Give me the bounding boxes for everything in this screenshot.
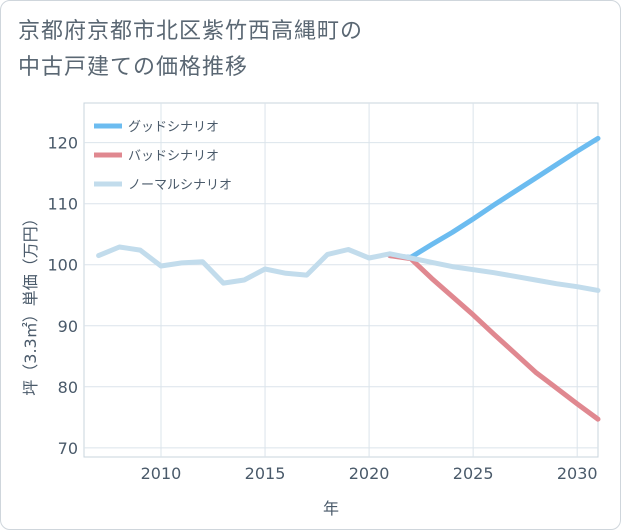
legend-label-1: バッドシナリオ (128, 149, 219, 164)
x-tick-label-2020: 2020 (349, 464, 390, 483)
series-line-0 (387, 135, 601, 260)
grid-lines (84, 103, 598, 457)
y-tick-label-100: 100 (47, 256, 78, 275)
x-tick-label-2030: 2030 (557, 464, 598, 483)
x-tick-label-2015: 2015 (245, 464, 286, 483)
chart-title-line2: 中古戸建ての価格推移 (18, 55, 249, 80)
plot-area (83, 102, 599, 458)
legend-label-2: ノーマルシナリオ (128, 178, 232, 193)
x-tick-labels: 2010 2015 2020 2025 2030 (141, 464, 598, 483)
y-tick-label-70: 70 (58, 439, 78, 458)
y-tick-label-80: 80 (58, 378, 78, 397)
series-line-1 (387, 253, 601, 422)
chart-title-line1: 京都府京都市北区紫竹西高縄町の (18, 19, 364, 44)
legend-label-0: グッドシナリオ (128, 120, 219, 135)
y-tick-labels: 70 80 90 100 110 120 (47, 134, 78, 458)
y-tick-label-120: 120 (47, 134, 78, 153)
series-line-2 (96, 244, 601, 293)
y-axis-title: 坪（3.3㎡）単価（万円） (21, 210, 40, 395)
y-tick-label-90: 90 (58, 317, 78, 336)
x-tick-label-2010: 2010 (141, 464, 182, 483)
series-lines (96, 135, 601, 422)
x-tick-label-2025: 2025 (453, 464, 494, 483)
y-tick-label-110: 110 (47, 195, 78, 214)
chart-title: 京都府京都市北区紫竹西高縄町の 中古戸建ての価格推移 (18, 14, 363, 86)
x-axis-title: 年 (323, 499, 339, 518)
